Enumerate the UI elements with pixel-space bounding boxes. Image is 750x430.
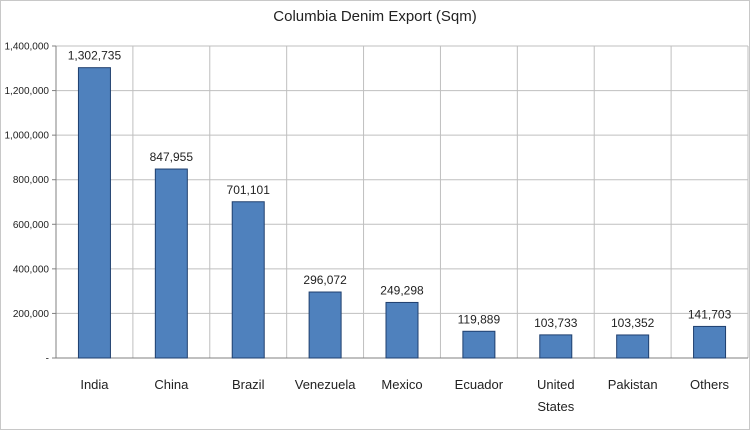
category-label: Mexico — [381, 377, 422, 392]
y-tick-label: 600,000 — [13, 220, 50, 231]
y-tick-label: 1,400,000 — [5, 42, 50, 53]
y-tick-label: 1,000,000 — [5, 131, 50, 142]
chart-title: Columbia Denim Export (Sqm) — [273, 8, 477, 25]
y-tick-label: 800,000 — [13, 175, 50, 186]
y-tick-label: 400,000 — [13, 264, 50, 275]
data-label: 847,955 — [150, 150, 194, 164]
bar — [385, 301, 419, 359]
bar — [231, 201, 265, 359]
bar — [539, 334, 573, 359]
data-label: 296,072 — [303, 273, 347, 287]
category-label: China — [154, 377, 189, 392]
category-label: Pakistan — [608, 377, 658, 392]
y-tick-label: 1,200,000 — [5, 86, 50, 97]
bar — [308, 291, 342, 359]
y-tick-label: 200,000 — [13, 309, 50, 320]
bar — [693, 325, 727, 359]
data-label: 701,101 — [227, 183, 271, 197]
data-label: 103,733 — [534, 316, 578, 330]
category-label: Others — [690, 377, 730, 392]
data-label: 249,298 — [380, 283, 424, 297]
bar — [616, 334, 650, 359]
category-label: Brazil — [232, 377, 265, 392]
category-label: States — [537, 399, 574, 414]
data-label: 1,302,735 — [68, 49, 122, 63]
bar — [77, 67, 111, 359]
y-tick-label: - — [46, 354, 49, 365]
category-label: Venezuela — [295, 377, 356, 392]
data-label: 119,889 — [458, 312, 501, 326]
category-label: United — [537, 377, 575, 392]
bar — [154, 168, 188, 359]
category-label: Ecuador — [455, 377, 504, 392]
category-label: India — [80, 377, 109, 392]
bar — [462, 330, 496, 359]
data-label: 141,703 — [688, 307, 732, 321]
data-label: 103,352 — [611, 316, 655, 330]
